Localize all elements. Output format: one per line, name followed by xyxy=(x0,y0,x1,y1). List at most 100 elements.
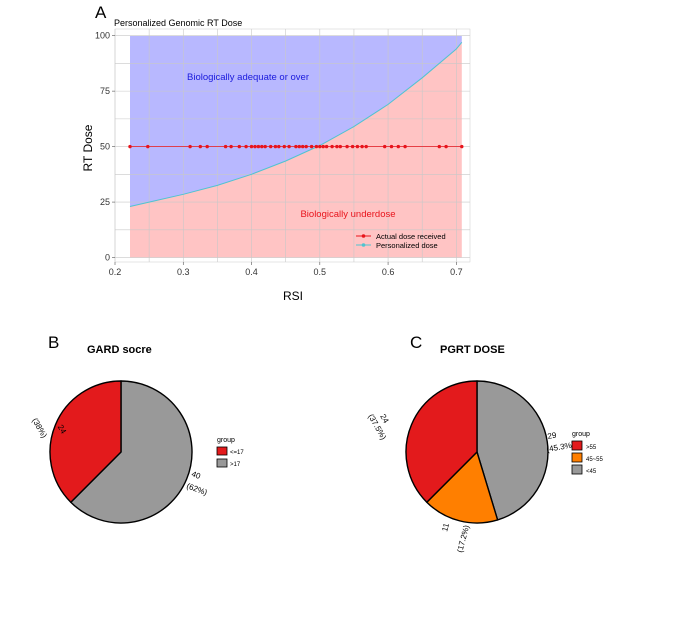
actual-dose-point xyxy=(273,144,278,149)
pie-c-slices xyxy=(405,380,549,524)
slice-label-c-2-count: 11 xyxy=(440,522,451,533)
actual-dose-point xyxy=(128,144,132,149)
slice-label-c-2-pct: (17.2%) xyxy=(455,524,471,554)
x-axis-label: RSI xyxy=(283,289,303,303)
actual-dose-point xyxy=(437,144,441,149)
legend-b-item-2: >17 xyxy=(230,462,241,468)
x-tick-label: 0.6 xyxy=(382,267,395,277)
actual-dose-point xyxy=(249,144,254,149)
actual-dose-point xyxy=(198,144,202,149)
actual-dose-point xyxy=(244,144,248,149)
actual-dose-point xyxy=(321,144,325,149)
legend-c: group >55 45~55 <45 xyxy=(571,431,604,475)
actual-dose-point xyxy=(355,144,360,149)
y-tick-label: 75 xyxy=(100,86,110,96)
y-tick-label: 50 xyxy=(100,142,110,152)
actual-dose-point xyxy=(188,144,192,149)
region-underdose xyxy=(130,42,462,258)
actual-dose-point xyxy=(223,144,228,149)
legend-b-title: group xyxy=(217,437,235,444)
legend-c-item-2: 45~55 xyxy=(586,457,604,463)
legend-c-swatch-2 xyxy=(571,452,583,463)
actual-dose-point xyxy=(396,144,400,149)
legend-personalized-label: Personalized dose xyxy=(376,241,438,250)
slice-label-b-1-pct: (38%) xyxy=(30,417,49,440)
y-tick-label: 25 xyxy=(100,197,110,207)
slice-label-b-2-pct: (62%) xyxy=(185,481,208,497)
actual-dose-point xyxy=(338,144,342,149)
x-tick-label: 0.7 xyxy=(450,267,463,277)
actual-dose-point xyxy=(304,144,308,149)
actual-dose-point xyxy=(389,144,394,149)
legend-actual-label: Actual dose received xyxy=(376,232,446,241)
legend-c-title: group xyxy=(572,431,590,438)
x-tick-label: 0.5 xyxy=(314,267,327,277)
actual-dose-point xyxy=(229,144,233,149)
actual-dose-point xyxy=(383,144,387,149)
actual-dose-point xyxy=(263,144,267,149)
actual-dose-point xyxy=(146,144,150,149)
actual-dose-point xyxy=(294,144,298,149)
actual-dose-point xyxy=(277,144,281,149)
pie-b-slice-1 xyxy=(49,380,122,503)
legend-c-item-3: <45 xyxy=(586,469,597,475)
x-tick-label: 0.2 xyxy=(109,267,122,277)
pie-c-slice-3 xyxy=(476,380,549,521)
personalized-dose-curve xyxy=(129,41,463,207)
actual-dose-point xyxy=(364,144,368,149)
x-tick-label: 0.3 xyxy=(177,267,190,277)
legend-b-swatch-2 xyxy=(216,458,228,468)
legend-b: group <=17 >17 xyxy=(216,437,244,468)
region-label-adequate: Biologically adequate or over xyxy=(187,72,309,83)
legend-b-swatch-1 xyxy=(216,446,228,456)
chart-c-title: PGRT DOSE xyxy=(440,344,505,356)
legend-c-swatch-1 xyxy=(571,440,583,451)
x-tick-label: 0.4 xyxy=(245,267,258,277)
slice-label-c-3-pct: (45.3%) xyxy=(546,440,575,454)
slice-label-c-3-count: 29 xyxy=(547,430,558,441)
panel-label-b: B xyxy=(48,333,59,352)
legend-actual-marker xyxy=(361,234,366,238)
actual-dose-point xyxy=(318,144,322,149)
actual-dose-point xyxy=(237,144,241,149)
actual-dose-point xyxy=(309,144,314,149)
actual-dose-point xyxy=(253,144,257,149)
actual-dose-point xyxy=(282,144,286,149)
actual-dose-point xyxy=(335,144,339,149)
actual-dose-point xyxy=(269,144,273,149)
legend-b-item-1: <=17 xyxy=(230,450,244,456)
panel-label-c: C xyxy=(410,333,422,352)
actual-dose-point xyxy=(256,144,261,149)
actual-dose-points xyxy=(128,144,464,149)
region-label-underdose: Biologically underdose xyxy=(300,209,395,220)
pie-b-slices xyxy=(49,380,193,524)
x-axis-ticks: 0.2 0.3 0.4 0.5 0.6 0.7 xyxy=(109,262,463,277)
y-axis-label: RT Dose xyxy=(81,124,95,171)
legend-a: Actual dose received Personalized dose xyxy=(356,232,446,250)
region-adequate xyxy=(130,35,462,207)
chart-a-title: Personalized Genomic RT Dose xyxy=(114,18,242,28)
actual-dose-point xyxy=(287,144,291,149)
actual-dose-point xyxy=(205,144,209,149)
actual-dose-point xyxy=(403,144,407,149)
pie-c-slice-1 xyxy=(405,380,478,503)
chart-b-title: GARD socre xyxy=(87,344,152,356)
panel-label-a: A xyxy=(95,3,107,22)
panel-a-scatter: A Personalized Genomic RT Dose 0.2 0.3 0.4… xyxy=(81,3,471,303)
actual-dose-point xyxy=(350,144,355,149)
slice-label-b-2-count: 40 xyxy=(190,469,202,481)
actual-dose-point xyxy=(297,144,301,149)
panel-c-pie: C PGRT DOSE 24 (37.5%) 11 (17.2%) 29 (45… xyxy=(366,333,603,554)
actual-dose-point xyxy=(345,144,349,149)
legend-personalized-marker xyxy=(361,243,366,247)
actual-dose-point xyxy=(260,144,264,149)
actual-dose-point xyxy=(444,144,448,149)
actual-dose-point xyxy=(360,144,364,149)
actual-dose-point xyxy=(301,144,305,149)
y-tick-label: 100 xyxy=(95,31,110,41)
legend-c-swatch-3 xyxy=(571,464,583,475)
pie-c-slice-2 xyxy=(426,451,499,524)
legend-c-item-1: >55 xyxy=(586,445,597,451)
actual-dose-point xyxy=(314,144,319,149)
